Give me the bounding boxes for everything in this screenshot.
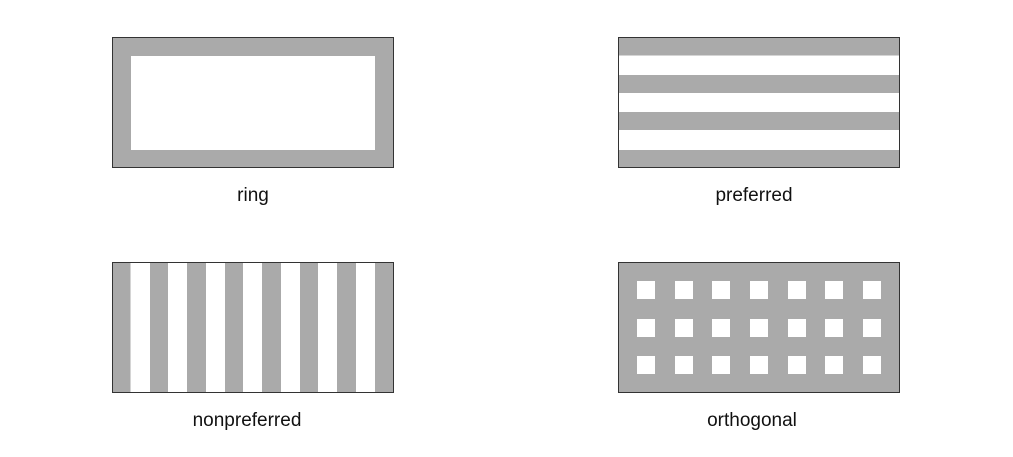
nonpreferred-stripe: [300, 262, 318, 393]
preferred-pattern: [618, 37, 900, 168]
preferred-stripe: [618, 37, 900, 56]
nonpreferred-stripe: [150, 262, 168, 393]
orthogonal-hole: [825, 319, 843, 337]
ring-border: [112, 37, 394, 168]
orthogonal-hole: [712, 356, 730, 374]
preferred-caption: preferred: [715, 185, 793, 206]
nonpreferred-caption: nonpreferred: [192, 410, 302, 431]
nonpreferred-stripe: [337, 262, 356, 393]
preferred-background: [618, 37, 900, 168]
orthogonal-hole: [712, 281, 730, 299]
orthogonal-hole: [863, 356, 881, 374]
ring-caption: ring: [237, 185, 269, 206]
orthogonal-hole: [788, 319, 806, 337]
orthogonal-pattern: [618, 262, 900, 393]
orthogonal-hole: [637, 319, 655, 337]
orthogonal-hole: [863, 319, 881, 337]
preferred-stripe: [618, 150, 900, 168]
orthogonal-holes: [637, 281, 881, 374]
nonpreferred-stripe: [262, 262, 281, 393]
orthogonal-hole: [637, 356, 655, 374]
nonpreferred-pattern: [112, 262, 394, 393]
ring-inner-hole: [131, 56, 375, 150]
orthogonal-caption: orthogonal: [707, 410, 797, 431]
preferred-border: [618, 37, 900, 168]
nonpreferred-stripe: [225, 262, 243, 393]
orthogonal-border: [618, 262, 900, 393]
ring-pattern: [112, 37, 394, 168]
orthogonal-hole: [788, 281, 806, 299]
nonpreferred-stripe: [375, 262, 394, 393]
nonpreferred-stripe: [187, 262, 206, 393]
orthogonal-hole: [637, 281, 655, 299]
orthogonal-hole: [825, 281, 843, 299]
orthogonal-hole: [750, 319, 768, 337]
orthogonal-hole: [750, 356, 768, 374]
orthogonal-hole: [675, 356, 693, 374]
orthogonal-hole: [825, 356, 843, 374]
nonpreferred-border: [112, 262, 394, 393]
orthogonal-hole: [675, 319, 693, 337]
orthogonal-hole: [675, 281, 693, 299]
orthogonal-hole: [788, 356, 806, 374]
orthogonal-hole: [863, 281, 881, 299]
orthogonal-hole: [750, 281, 768, 299]
nonpreferred-stripe: [112, 262, 131, 393]
preferred-stripe: [618, 75, 900, 93]
orthogonal-hole: [712, 319, 730, 337]
preferred-stripe: [618, 112, 900, 130]
